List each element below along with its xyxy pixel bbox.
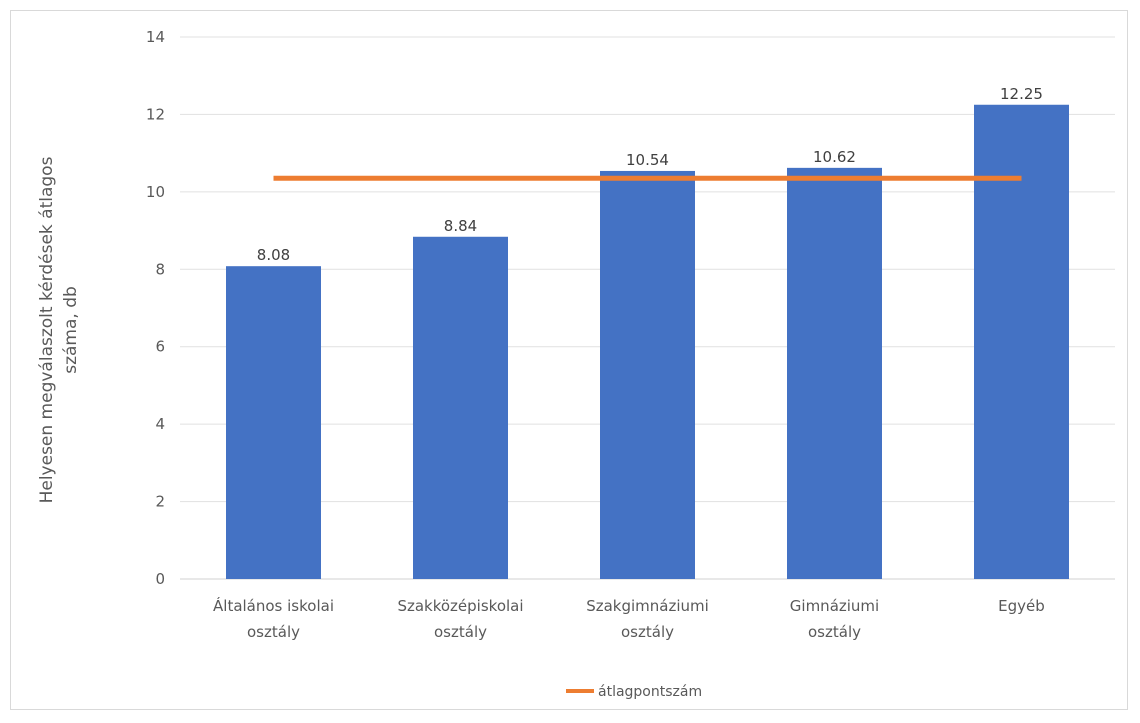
data-labels: 8.08 8.84 10.54 10.62 12.25 [257,85,1043,264]
y-tick-label: 2 [155,493,165,511]
data-label: 10.62 [813,148,856,166]
y-tick-label: 0 [155,570,165,588]
x-tick-label: Gimnáziumi osztály [790,597,879,641]
bar [226,266,321,579]
bar [787,167,882,579]
bar [600,170,695,580]
data-label: 12.25 [1000,85,1043,103]
y-tick-label: 12 [146,105,165,123]
x-axis-ticks: Általános iskolai osztály Szakközépiskolai… [213,596,1045,641]
data-label: 8.84 [444,217,477,235]
legend-label: átlagpontszám [598,684,702,700]
chart-frame [10,10,1128,710]
data-label: 10.54 [626,151,669,169]
bars [226,104,1069,580]
y-axis-ticks: 0 2 4 6 8 10 12 14 [146,28,165,588]
data-label: 8.08 [257,246,290,264]
bar [413,236,508,579]
y-tick-label: 14 [146,28,165,46]
x-tick-label: Egyéb [998,597,1045,615]
x-tick-label: Szakközépiskolai osztály [397,597,523,641]
y-tick-label: 8 [155,260,165,278]
bar [974,104,1069,579]
y-axis-label: Helyesen megválaszolt kérdések átlagos sz… [37,156,81,503]
y-tick-label: 10 [146,183,165,201]
y-tick-label: 6 [155,338,165,356]
x-tick-label: Általános iskolai osztály [213,596,334,641]
y-tick-label: 4 [155,415,165,433]
y-axis-title: Helyesen megválaszolt kérdések átlagos sz… [37,156,81,503]
legend: átlagpontszám [566,684,702,700]
x-tick-label: Szakgimnáziumi osztály [586,597,709,641]
